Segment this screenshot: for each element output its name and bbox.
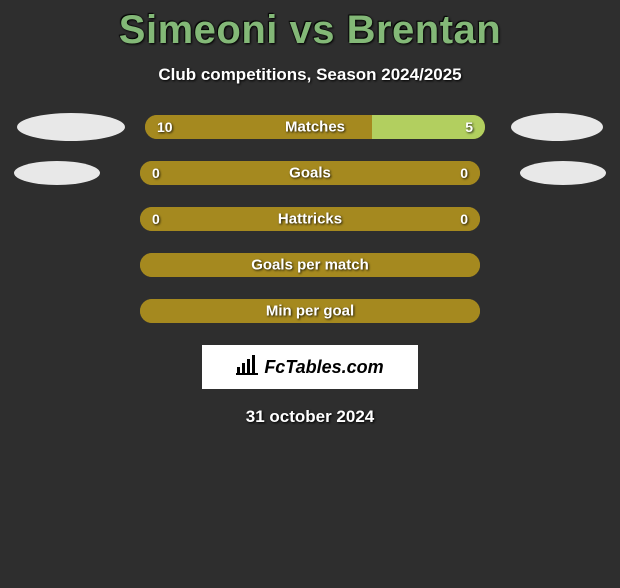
stat-bar: Min per goal — [140, 299, 480, 323]
comparison-row: Min per goal — [0, 299, 620, 323]
stat-label: Matches — [285, 119, 345, 136]
player-right-ellipse — [511, 113, 603, 141]
page-title: Simeoni vs Brentan — [0, 8, 620, 53]
page-subtitle: Club competitions, Season 2024/2025 — [0, 65, 620, 85]
stat-value-left: 10 — [157, 119, 173, 135]
comparison-rows: 10 5 Matches 0 0 Goals 0 0 Hattricks Goals per ma… — [0, 115, 620, 323]
comparison-row: Goals per match — [0, 253, 620, 277]
stat-bar: Goals per match — [140, 253, 480, 277]
stat-value-right: 5 — [465, 119, 473, 135]
date-text: 31 october 2024 — [0, 407, 620, 427]
brand-badge: FcTables.com — [202, 345, 418, 389]
comparison-row: 0 0 Goals — [0, 161, 620, 185]
stat-value-right: 0 — [460, 165, 468, 181]
stat-label: Hattricks — [278, 211, 342, 228]
player-left-ellipse — [17, 113, 125, 141]
stat-value-right: 0 — [460, 211, 468, 227]
player-right-ellipse — [520, 161, 606, 185]
stat-label: Goals — [289, 165, 331, 182]
stat-bar: 0 0 Hattricks — [140, 207, 480, 231]
comparison-row: 0 0 Hattricks — [0, 207, 620, 231]
brand-chart-icon — [236, 355, 258, 380]
stat-label: Min per goal — [266, 303, 354, 320]
stat-bar: 0 0 Goals — [140, 161, 480, 185]
comparison-row: 10 5 Matches — [0, 115, 620, 139]
stat-value-left: 0 — [152, 211, 160, 227]
stat-value-left: 0 — [152, 165, 160, 181]
stat-bar: 10 5 Matches — [145, 115, 485, 139]
stat-label: Goals per match — [251, 257, 369, 274]
player-left-ellipse — [14, 161, 100, 185]
brand-text: FcTables.com — [264, 357, 383, 378]
